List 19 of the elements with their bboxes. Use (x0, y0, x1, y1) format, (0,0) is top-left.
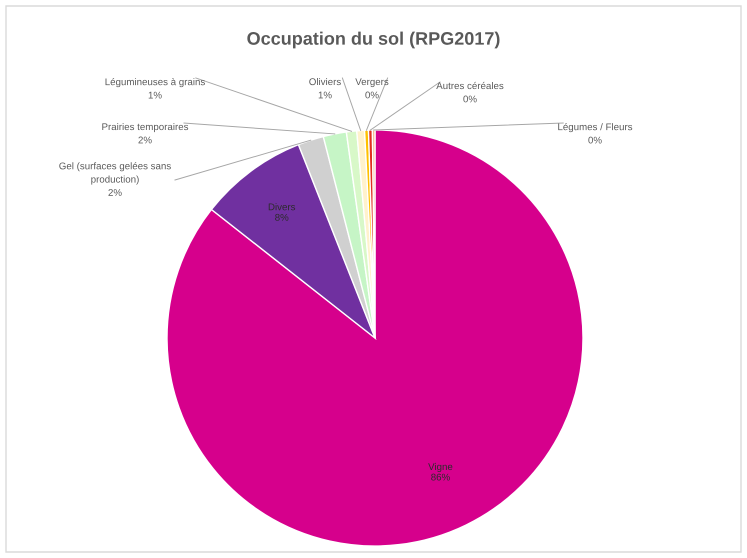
data-label: 0% (588, 136, 602, 144)
slice-label: Légumineuses à grains (106, 78, 205, 88)
data-label: 86% (431, 474, 450, 481)
data-label: 0% (365, 92, 379, 98)
chart-title: Occupation du sol (RPG2017) (247, 32, 500, 48)
slice-label: Oliviers (309, 78, 341, 86)
data-label: 0% (463, 96, 477, 102)
data-label: 1% (148, 92, 162, 99)
slice-label: Légumes / Fleurs (558, 123, 632, 132)
data-label: 8% (275, 214, 288, 221)
slice-label: Autres céréales (436, 82, 504, 90)
slice-label: Gel (surfaces gelées sans production) (59, 162, 171, 185)
data-label: 1% (318, 92, 332, 98)
data-label: 2% (108, 189, 122, 196)
data-label: 2% (138, 136, 152, 144)
slice-label: Prairies temporaires (102, 123, 188, 132)
slice-label: Vergers (355, 78, 388, 88)
slice-label: Vigne (428, 462, 452, 472)
slice-label: Divers (268, 203, 296, 210)
